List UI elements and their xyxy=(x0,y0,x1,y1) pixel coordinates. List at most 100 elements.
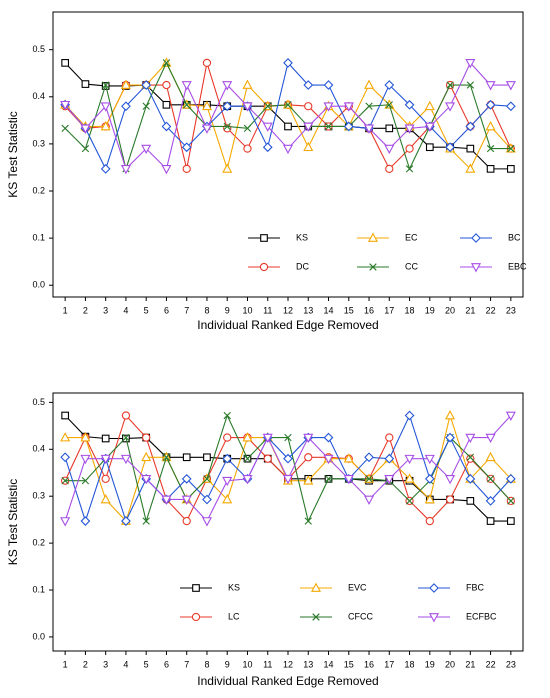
marker xyxy=(121,516,131,526)
marker xyxy=(80,124,91,134)
x-tick-label: 7 xyxy=(184,659,189,669)
marker xyxy=(303,80,314,90)
marker xyxy=(310,582,322,592)
x-tick-label: 5 xyxy=(144,305,149,315)
marker xyxy=(161,495,172,505)
legend-label: EVC xyxy=(348,582,367,592)
marker xyxy=(60,100,71,111)
marker xyxy=(446,81,454,89)
marker xyxy=(202,58,212,68)
x-tick-label: 5 xyxy=(144,659,149,669)
x-tick-label: 10 xyxy=(242,305,252,315)
marker xyxy=(323,454,334,465)
x-tick-label: 4 xyxy=(123,305,128,315)
marker xyxy=(121,101,131,112)
marker xyxy=(465,59,476,69)
marker xyxy=(404,99,415,110)
marker xyxy=(486,517,495,525)
y-tick-label: 0.0 xyxy=(32,280,45,290)
marker xyxy=(282,474,294,485)
marker xyxy=(191,612,201,622)
marker xyxy=(182,164,191,174)
x-axis-label: Individual Ranked Edge Removed xyxy=(197,318,378,332)
marker xyxy=(61,124,69,133)
marker xyxy=(264,102,272,110)
marker xyxy=(365,475,373,483)
x-tick-label: 12 xyxy=(283,305,293,315)
marker xyxy=(429,583,439,593)
marker xyxy=(262,433,273,444)
y-tick-label: 0.4 xyxy=(32,91,45,101)
y-axis-label: KS Test Statistic xyxy=(6,111,20,197)
x-tick-label: 21 xyxy=(465,659,475,669)
legend-label: ECFBC xyxy=(466,611,497,621)
marker xyxy=(282,144,294,155)
marker xyxy=(242,432,253,442)
marker xyxy=(507,144,515,153)
marker xyxy=(303,122,314,132)
marker xyxy=(369,263,377,271)
marker xyxy=(80,454,91,465)
marker xyxy=(284,101,292,109)
y-tick-label: 0.1 xyxy=(32,232,45,242)
marker xyxy=(303,475,314,485)
marker xyxy=(343,453,354,463)
x-tick-label: 16 xyxy=(364,305,374,315)
marker xyxy=(466,453,475,461)
x-tick-label: 8 xyxy=(204,659,209,669)
marker xyxy=(61,411,70,420)
marker xyxy=(142,517,150,525)
marker xyxy=(428,613,440,623)
marker xyxy=(201,100,212,111)
marker xyxy=(223,411,231,420)
marker xyxy=(505,473,516,484)
marker xyxy=(122,433,130,442)
marker xyxy=(486,144,495,153)
marker xyxy=(120,79,131,89)
marker xyxy=(303,141,314,152)
marker xyxy=(201,124,212,134)
marker xyxy=(242,102,253,112)
legend-label: DC xyxy=(296,261,309,271)
marker xyxy=(162,100,171,109)
x-tick-label: 3 xyxy=(103,659,108,669)
plot-frame xyxy=(52,11,524,298)
marker xyxy=(182,453,191,462)
marker xyxy=(242,474,253,485)
x-tick-label: 13 xyxy=(303,305,313,315)
marker xyxy=(304,517,312,525)
marker xyxy=(203,475,211,483)
marker xyxy=(80,432,91,442)
y-tick-label: 0.1 xyxy=(32,584,45,594)
legend-label: EC xyxy=(405,232,418,242)
marker xyxy=(121,411,131,420)
y-tick-label: 0.2 xyxy=(32,537,45,547)
marker xyxy=(142,102,150,110)
marker xyxy=(485,121,496,131)
legend-label: EBC xyxy=(508,261,527,271)
marker xyxy=(81,477,90,485)
y-tick-label: 0.3 xyxy=(32,138,45,148)
marker xyxy=(61,59,70,67)
marker xyxy=(303,433,314,444)
marker xyxy=(181,81,192,91)
marker xyxy=(81,80,90,88)
marker xyxy=(243,124,252,133)
x-tick-label: 3 xyxy=(103,305,108,315)
marker xyxy=(343,474,354,485)
marker xyxy=(162,453,171,461)
marker xyxy=(324,475,333,483)
marker xyxy=(182,516,191,526)
x-tick-label: 6 xyxy=(164,305,169,315)
marker xyxy=(384,474,395,485)
marker xyxy=(324,122,333,131)
x-tick-label: 15 xyxy=(344,659,354,669)
x-tick-label: 6 xyxy=(164,659,169,669)
marker xyxy=(424,494,435,504)
x-tick-label: 9 xyxy=(225,305,230,315)
marker xyxy=(259,262,269,272)
marker xyxy=(445,142,455,153)
x-tick-label: 16 xyxy=(364,659,374,669)
marker xyxy=(364,495,375,505)
marker xyxy=(304,453,313,462)
